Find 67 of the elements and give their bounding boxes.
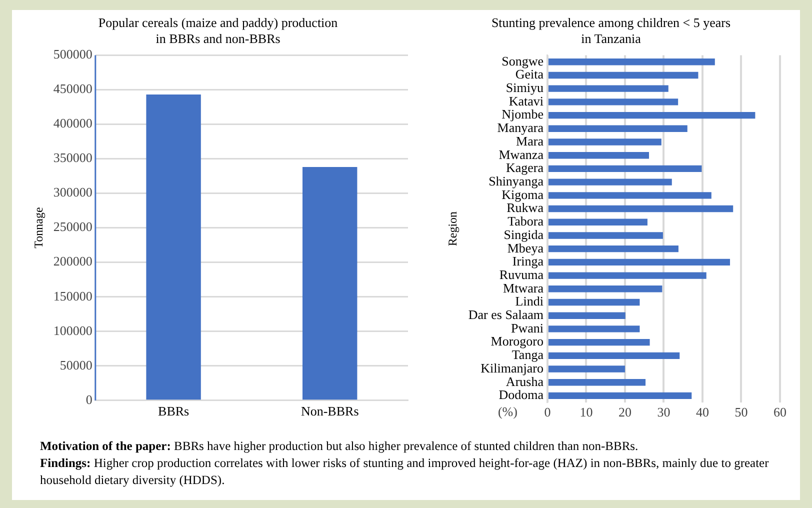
bar	[548, 366, 625, 372]
x-tick-label: 30	[657, 404, 670, 420]
bar	[548, 192, 712, 199]
bar	[548, 286, 662, 292]
y-tick-label: 250000	[53, 219, 92, 234]
y-tick-label: Mwanza	[498, 146, 544, 162]
bar	[548, 272, 706, 279]
y-tick-label: Mtwara	[503, 280, 544, 296]
y-tick-label: Kagera	[506, 160, 544, 176]
y-tick-label: 150000	[53, 288, 92, 304]
y-tick-label: 500000	[53, 46, 92, 62]
bar	[548, 125, 688, 132]
y-tick-label: 100000	[53, 322, 92, 338]
y-axis-title: Tonnage	[31, 207, 46, 248]
x-tick-label: 20	[618, 404, 632, 420]
y-tick-label: Dar es Salaam	[468, 307, 544, 322]
y-tick-label: Songwe	[502, 53, 544, 68]
bar	[548, 326, 640, 332]
bar	[548, 218, 648, 226]
text: Findings: Higher crop production correlates with lower risks of stunting and improved height-for-age (HAZ) in non-BBRs, mainly due to greater household dietary diversity (HDDS).	[40, 455, 770, 489]
y-axis-title: Region	[445, 211, 460, 246]
bar	[548, 312, 626, 319]
bar	[548, 85, 668, 92]
x-tick-label: 50	[734, 404, 748, 420]
bar	[548, 58, 715, 66]
bar	[548, 72, 698, 79]
y-tick-label: 350000	[53, 150, 92, 166]
bar	[548, 152, 650, 159]
y-tick-label: Manyara	[497, 120, 544, 136]
x-axis-title: (%)	[498, 404, 518, 419]
bar	[548, 352, 680, 359]
bar	[548, 98, 678, 106]
x-tick-label: 40	[696, 404, 709, 420]
y-tick-label: 50000	[60, 357, 92, 372]
y-tick-label: Njombe	[502, 106, 544, 122]
chart-title: Stunting prevalence among children < 5 years in Tanzania	[491, 15, 731, 46]
y-tick-label: Simiyu	[506, 80, 544, 96]
y-tick-label: 450000	[53, 81, 92, 96]
y-tick-label: Tanga	[512, 347, 544, 362]
chart-title: Popular cereals (maize and paddy) production in BBRs and non-BBRs	[98, 15, 338, 46]
y-tick-label: Dodoma	[498, 387, 544, 402]
y-tick-label: 400000	[53, 116, 92, 131]
y-tick-label: Tabora	[508, 214, 544, 229]
x-tick-label: BBRs	[158, 404, 190, 419]
text: Motivation of the paper: BBRs have higher production but also higher prevalence of stunted children than non-BBRs.	[40, 438, 640, 455]
x-tick-label: 10	[580, 404, 593, 420]
x-tick-label: 60	[774, 404, 786, 420]
bar	[548, 258, 730, 266]
y-tick-label: Singida	[504, 226, 544, 242]
bar	[548, 392, 692, 400]
y-tick-label: 300000	[53, 184, 92, 200]
bar	[548, 379, 646, 386]
bar	[548, 232, 663, 239]
y-tick-label: 200000	[53, 254, 92, 269]
bar	[548, 338, 650, 346]
x-tick-label: Non-BBRs	[300, 404, 359, 419]
bar	[548, 165, 702, 172]
y-tick-label: Morogoro	[490, 334, 544, 349]
y-tick-label: 0	[86, 392, 92, 407]
bar	[548, 112, 756, 119]
y-tick-label: Pwani	[510, 320, 544, 336]
bar	[548, 245, 678, 252]
bar	[548, 298, 640, 306]
bar	[548, 138, 662, 146]
bar	[548, 205, 734, 212]
bar	[548, 178, 672, 186]
y-tick-label: Lindi	[515, 294, 544, 309]
